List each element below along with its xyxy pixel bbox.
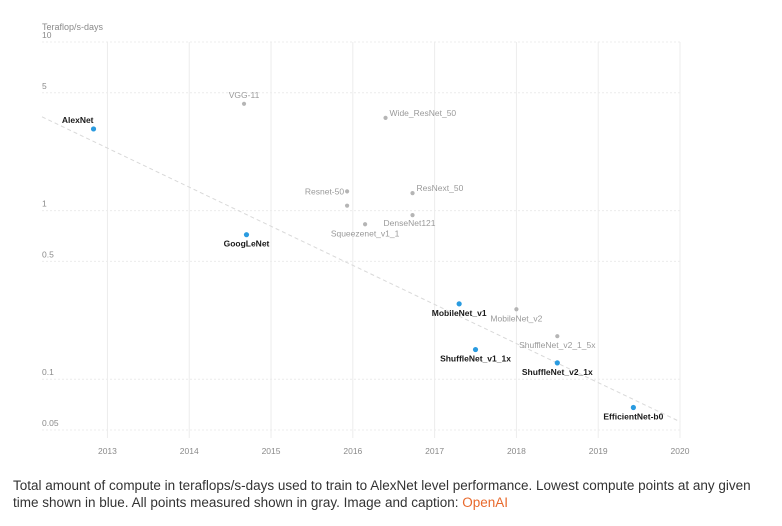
data-point-gray — [241, 101, 247, 106]
data-point-gray — [555, 334, 560, 339]
point-label: Resnet-50 — [305, 186, 344, 196]
x-tick-label: 2014 — [180, 446, 199, 456]
data-point-gray — [344, 203, 350, 208]
point-label: Wide_ResNet_50 — [390, 108, 457, 118]
caption-text: Total amount of compute in teraflops/s-d… — [13, 478, 751, 510]
y-tick-label: 5 — [42, 81, 47, 91]
y-tick-label: 0.05 — [42, 418, 59, 428]
x-tick-label: 2015 — [262, 446, 281, 456]
point-label: ShuffleNet_v2_1_5x — [519, 340, 596, 350]
y-tick-label: 1 — [42, 199, 47, 209]
point-label: EfficientNet-b0 — [603, 411, 663, 421]
data-point-gray — [362, 222, 368, 227]
y-tick-label: 0.5 — [42, 249, 54, 259]
data-point-blue — [554, 360, 560, 366]
data-point-blue — [472, 346, 479, 353]
trend-line — [41, 116, 681, 423]
y-tick-label: 10 — [42, 30, 52, 40]
figure-caption: Total amount of compute in teraflops/s-d… — [13, 477, 773, 511]
x-tick-label: 2017 — [425, 446, 444, 456]
data-point-gray — [410, 213, 415, 218]
x-tick-label: 2018 — [507, 446, 526, 456]
data-point-blue — [630, 404, 636, 411]
point-label: ShuffleNet_v1_1x — [440, 354, 511, 364]
point-label: ShuffleNet_v2_1x — [522, 367, 593, 377]
x-tick-label: 2013 — [98, 446, 117, 456]
point-label: Squeezenet_v1_1 — [331, 228, 400, 238]
data-point-blue — [90, 126, 97, 132]
x-axis-ticks: 2013 2014 2015 2016 2017 2018 2019 2020 — [98, 446, 690, 456]
chart-grid — [42, 41, 681, 438]
data-point-blue — [243, 232, 250, 238]
x-tick-label: 2019 — [589, 446, 608, 456]
point-label: DenseNet121 — [384, 218, 436, 228]
y-axis-title: Teraflop/s-days — [42, 22, 104, 32]
point-label: MobileNet_v2 — [490, 313, 542, 323]
caption-source-link[interactable]: OpenAI — [462, 495, 509, 510]
y-axis-ticks: 10 5 1 0.5 0.1 0.05 — [42, 30, 59, 428]
data-points — [90, 101, 636, 411]
x-tick-label: 2016 — [343, 446, 362, 456]
point-label: AlexNet — [62, 115, 94, 125]
data-point-gray — [410, 191, 415, 196]
point-label: ResNext_50 — [417, 183, 464, 193]
point-label: MobileNet_v1 — [432, 308, 487, 318]
data-point-blue — [456, 301, 462, 307]
y-tick-label: 0.1 — [42, 367, 54, 377]
point-label: GoogLeNet — [224, 239, 270, 249]
x-tick-label: 2020 — [671, 446, 690, 456]
data-point-gray — [344, 189, 350, 194]
data-point-gray — [514, 307, 519, 312]
point-label: VGG-11 — [229, 90, 260, 100]
data-point-gray — [383, 115, 388, 120]
point-labels: VGG-11 Wide_ResNet_50 Resnet-50 ResNext_50 D… — [62, 90, 664, 422]
